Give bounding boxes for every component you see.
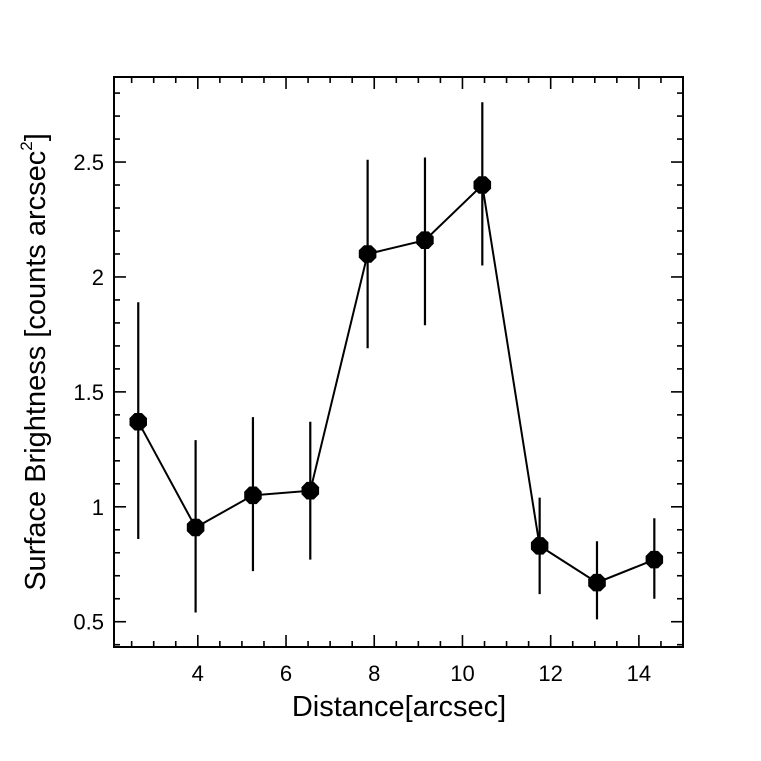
x-tick-label: 12 (538, 661, 562, 686)
data-line (137, 182, 655, 584)
plot-frame (113, 76, 684, 648)
data-point (186, 518, 205, 537)
y-axis-title-superscript: 2 (17, 141, 36, 150)
x-tick-label: 8 (368, 661, 380, 686)
data-point (301, 481, 320, 500)
data-point (645, 550, 664, 569)
data-point (473, 176, 492, 194)
data-point (588, 573, 606, 592)
x-tick-label: 6 (280, 661, 292, 686)
data-point (416, 231, 434, 249)
x-tick-label: 14 (627, 661, 651, 686)
error-bar-layer (137, 102, 656, 620)
y-axis-title-main: Surface Brightness [counts arcsec (20, 151, 52, 591)
y-tick-label: 2.5 (73, 150, 104, 175)
y-tick-label: 0.5 (73, 610, 104, 635)
y-tick-label: 1.5 (73, 380, 104, 405)
y-tick-label: 2 (92, 265, 104, 290)
data-point (358, 245, 377, 263)
data-point (244, 486, 262, 505)
tick-label-layer: 4 6 8 10 12 14 0.5 1 1.5 2 2.5 (73, 150, 651, 686)
y-tick-label: 1 (92, 495, 104, 520)
x-tick-label: 4 (192, 661, 204, 686)
x-axis-title: Distance[arcsec] (292, 691, 506, 723)
data-point (530, 537, 549, 555)
data-point (129, 413, 147, 431)
x-tick-label: 10 (450, 661, 474, 686)
y-axis-title: Surface Brightness [counts arcsec2] (17, 133, 52, 591)
data-line-layer (137, 182, 655, 584)
data-marker-layer (129, 176, 664, 592)
y-axis-title-close: ] (20, 133, 52, 141)
